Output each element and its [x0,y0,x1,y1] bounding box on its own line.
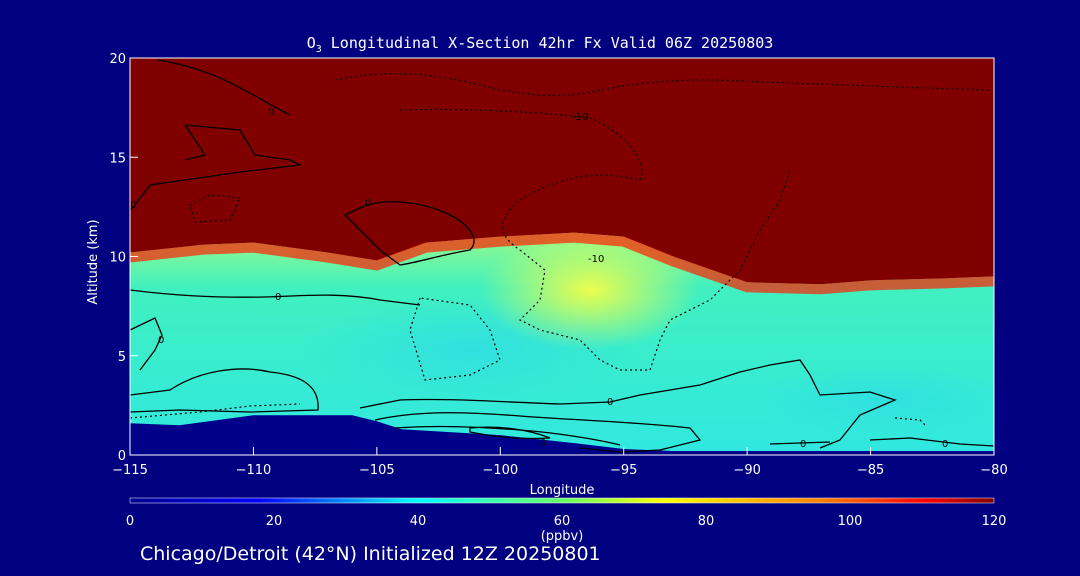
title-species: O [306,34,316,52]
contour-line [130,289,421,306]
x-tick-label: −95 [610,463,637,478]
y-tick-label: 15 [109,151,126,166]
x-tick-label: −100 [482,463,518,478]
colorbar-tick-label: 40 [410,514,427,529]
title-text: Longitudinal X-Section 42hr Fx Valid 06Z… [321,34,774,52]
contour-label: 0 [607,397,613,408]
y-tick-label: 5 [118,350,126,365]
colorbar-unit: (ppbv) [541,529,584,544]
stratospheric-ozone-region [130,58,994,285]
tropopause-transition [130,232,994,295]
x-tick-label: −105 [359,463,395,478]
contour-label: 0 [800,439,806,450]
contour-label: 0 [158,335,164,346]
contour-label: 0 [275,292,281,303]
contour-label: 0 [268,107,274,118]
y-axis: 0 5 10 15 20 [109,52,138,464]
x-tick-label: −110 [236,463,272,478]
contour-line [769,441,831,445]
y-tick-label: 20 [109,52,126,67]
colorbar-tick-label: 120 [982,514,1007,529]
contour-line [894,417,926,426]
x-tick-label: −90 [733,463,760,478]
contour-label: -10 [572,112,588,123]
contour-line [399,108,643,251]
contour-line [469,426,551,440]
colorbar-tick-label: 20 [266,514,283,529]
contour-label: 0 [540,438,546,449]
x-axis: −115 −110 −105 −100 −95 −90 −85 −80 [112,447,1008,478]
contour-line [343,201,475,266]
terrain [130,415,994,455]
negative-contour-lines [130,73,991,426]
contour-line [184,124,207,161]
contour-line [359,359,897,449]
contour-line [130,368,319,413]
contour-line [518,169,791,371]
contour-line [130,403,301,419]
contour-label: -10 [588,254,604,265]
colorbar-tick-label: 80 [698,514,715,529]
low-ozone-region-east [750,365,994,435]
contour-label: 0 [942,439,948,450]
colorbar-tick-label: 60 [554,514,571,529]
footer-caption: Chicago/Detroit (42°N) Initialized 12Z 2… [140,543,601,565]
y-tick-label: 0 [118,449,126,464]
colorbar-tick-label: 100 [838,514,863,529]
plot-area: 0 0 0 0 0 0 0 0 0 -10 -10 [130,58,994,455]
contour-line [130,317,163,371]
contour-line [334,73,991,97]
contour-labels: 0 0 0 0 0 0 0 0 0 -10 -10 [130,107,948,450]
x-tick-label: −80 [980,463,1007,478]
y-axis-label: Altitude (km) [86,219,101,304]
elevated-ozone-region [480,230,700,350]
contour-label: 0 [365,198,371,209]
y-tick-label: 10 [109,251,126,266]
x-tick-label: −115 [112,463,148,478]
chart-title: O3 Longitudinal X-Section 42hr Fx Valid … [0,34,1080,55]
colorbar-tick-label: 0 [126,514,134,529]
contour-lines [130,59,994,453]
contour-label: 0 [130,200,136,211]
x-axis-label: Longitude [530,483,595,498]
colorbar-ticks: 0 20 40 60 80 100 120 [126,514,1007,529]
contour-line [374,412,702,453]
contour-line [130,124,303,211]
colorbar [129,497,995,504]
contour-line [869,437,994,447]
x-tick-label: −85 [857,463,884,478]
title-species-subscript: 3 [315,44,322,55]
contour-line [157,59,291,116]
